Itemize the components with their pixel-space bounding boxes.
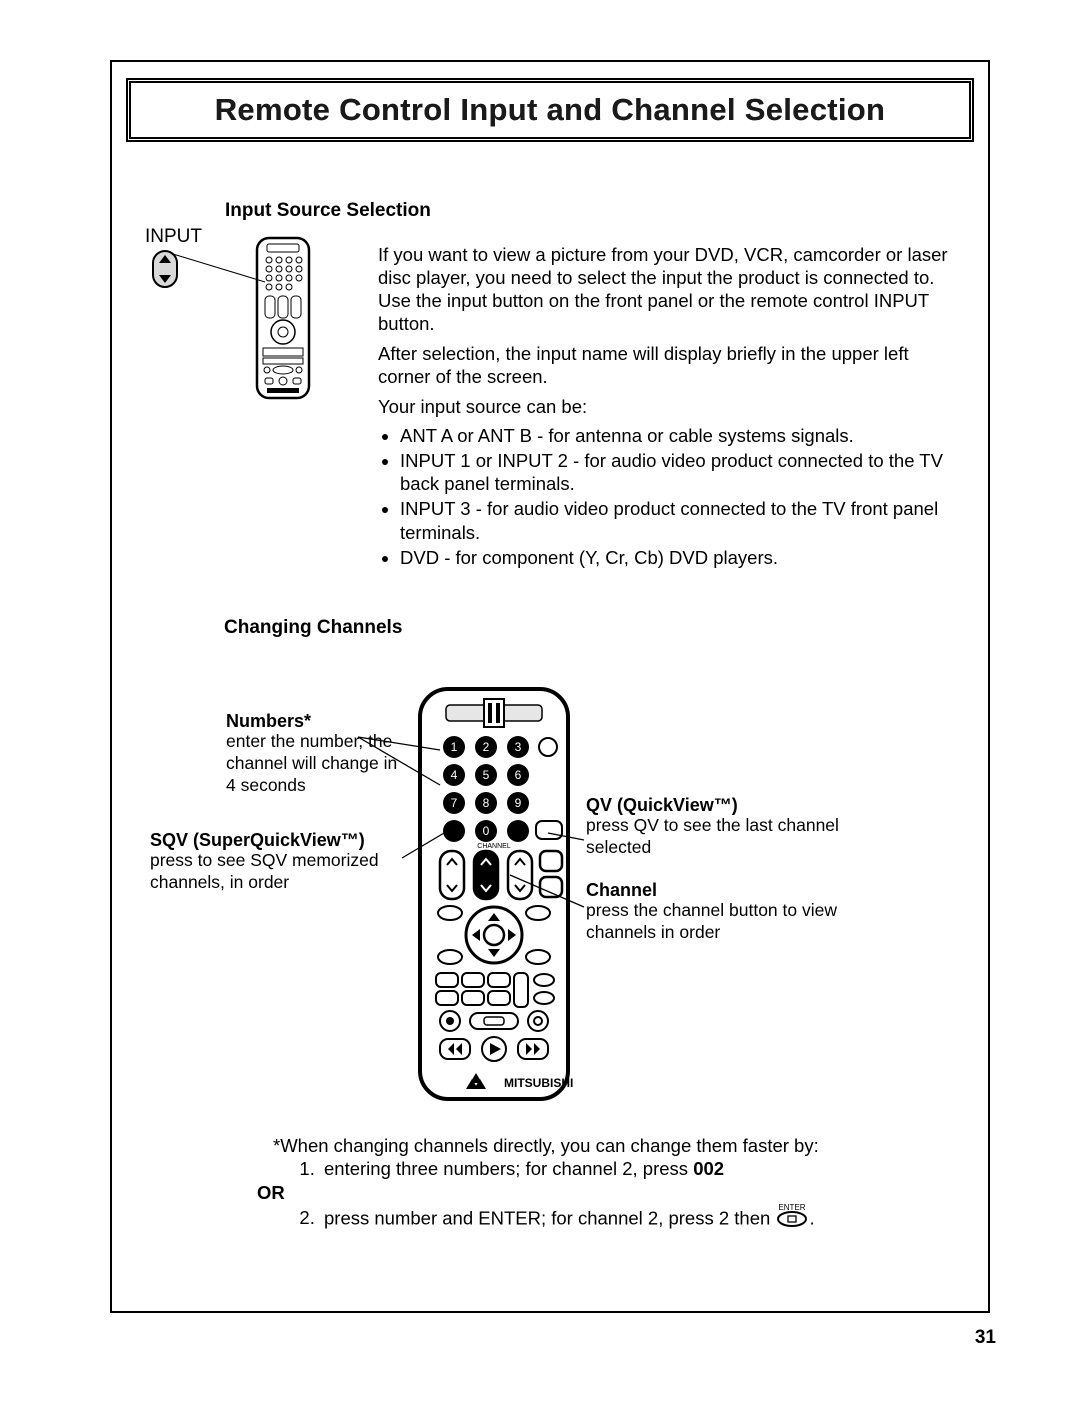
footnote-item-1: entering three numbers; for channel 2, p… (320, 1158, 942, 1180)
footnote-item1-text: entering three numbers; for channel 2, p… (324, 1158, 693, 1179)
bullet-item: DVD - for component (Y, Cr, Cb) DVD play… (400, 546, 948, 569)
svg-text:1: 1 (451, 740, 458, 754)
svg-text:8: 8 (483, 796, 490, 810)
section1-paragraph-2: After selection, the input name will dis… (378, 342, 948, 388)
svg-text:6: 6 (515, 768, 522, 782)
svg-text:7: 7 (451, 796, 458, 810)
svg-text:2: 2 (483, 740, 490, 754)
section1-bullet-list: ANT A or ANT B - for antenna or cable sy… (378, 424, 948, 571)
section-heading-input-source: Input Source Selection (225, 200, 431, 222)
footnote-intro: *When changing channels directly, you ca… (273, 1135, 953, 1157)
footnote-or: OR (257, 1182, 285, 1204)
label-channel-heading: Channel (586, 880, 657, 901)
label-qv-text: press QV to see the last channel selecte… (586, 815, 846, 859)
enter-icon: ENTER (775, 1202, 809, 1233)
callout-line-input (167, 248, 271, 286)
section1-paragraph-3: Your input source can be: (378, 395, 948, 418)
label-numbers-heading: Numbers* (226, 711, 311, 732)
footnote-item-2: press number and ENTER; for channel 2, p… (320, 1204, 942, 1235)
svg-text:3: 3 (515, 740, 522, 754)
svg-text:9: 9 (515, 796, 522, 810)
page-number: 31 (975, 1327, 996, 1349)
remote-large-illustration: 1 2 3 4 5 6 7 8 9 0 CHANNEL (414, 685, 574, 1105)
label-numbers-text: enter the number, the channel will chang… (226, 731, 406, 797)
bullet-item: INPUT 1 or INPUT 2 - for audio video pro… (400, 449, 948, 495)
remote-brand-label: MITSUBISHI (504, 1076, 573, 1090)
page-title: Remote Control Input and Channel Selecti… (215, 92, 886, 128)
bullet-item: INPUT 3 - for audio video product connec… (400, 497, 948, 543)
label-channel-text: press the channel button to view channel… (586, 900, 846, 944)
page-title-bar: Remote Control Input and Channel Selecti… (126, 78, 974, 142)
remote-channel-label: CHANNEL (477, 843, 511, 850)
section1-paragraph-1: If you want to view a picture from your … (378, 243, 948, 336)
svg-text:4: 4 (451, 768, 458, 782)
enter-icon-label: ENTER (779, 1203, 806, 1212)
input-button-label: INPUT (145, 226, 202, 248)
bullet-item: ANT A or ANT B - for antenna or cable sy… (400, 424, 948, 447)
footnote-item2-text: press number and ENTER; for channel 2, p… (324, 1207, 770, 1228)
label-sqv-text: press to see SQV memorized channels, in … (150, 850, 410, 894)
section-heading-changing-channels: Changing Channels (224, 617, 402, 639)
label-sqv-heading: SQV (SuperQuickView™) (150, 830, 365, 851)
footnote-list: entering three numbers; for channel 2, p… (302, 1158, 942, 1235)
footnote-item1-bold: 002 (693, 1158, 724, 1179)
svg-text:0: 0 (483, 824, 490, 838)
label-qv-heading: QV (QuickView™) (586, 795, 738, 816)
svg-text:5: 5 (483, 768, 490, 782)
